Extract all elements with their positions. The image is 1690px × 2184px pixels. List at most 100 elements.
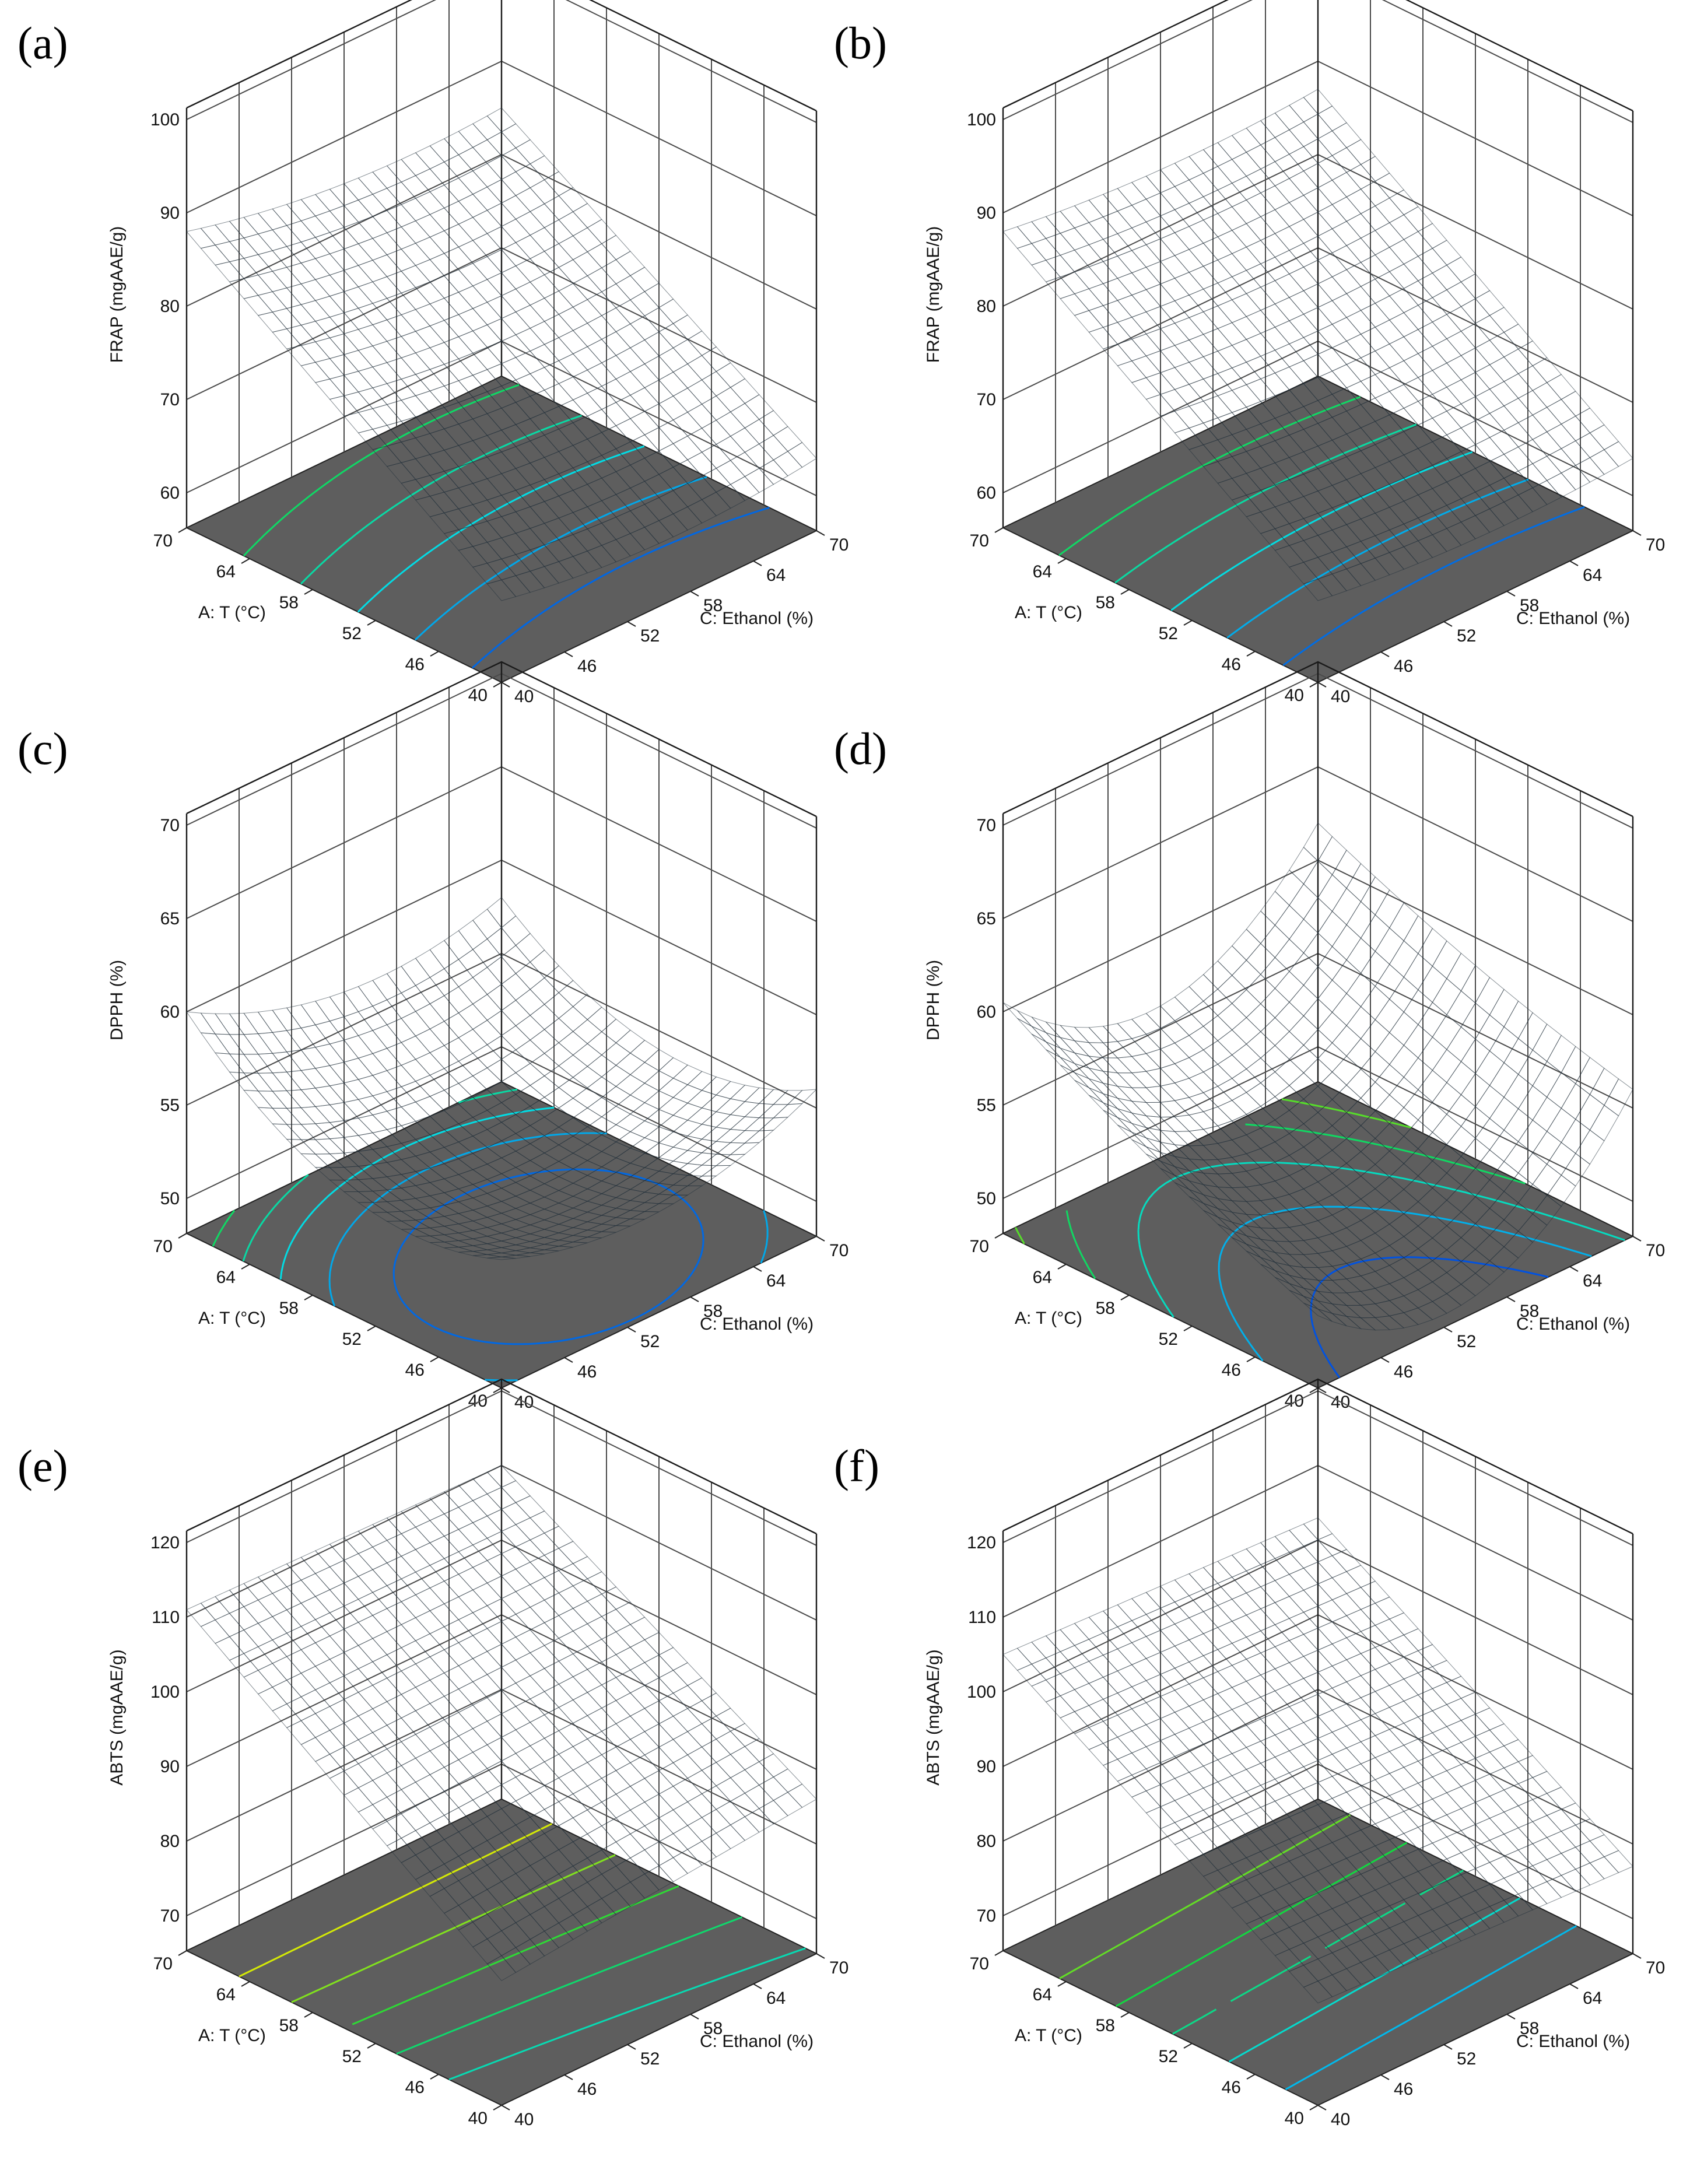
x-tick-label: 70 xyxy=(153,531,173,551)
surface-cell xyxy=(200,1012,230,1035)
surface-cell xyxy=(300,194,331,216)
surface-cell xyxy=(1331,888,1362,926)
floor-contour-line xyxy=(300,415,582,585)
z-tick-label: 110 xyxy=(968,1608,996,1627)
surface-cell xyxy=(544,171,574,197)
y-tick-mark xyxy=(690,591,699,597)
surface-cell xyxy=(1246,1082,1276,1107)
surface-cell xyxy=(1303,1302,1333,1322)
surface-cell xyxy=(1517,1119,1548,1154)
surface-cell xyxy=(1074,1026,1104,1043)
surface-cell xyxy=(257,311,287,333)
x-tick-mark xyxy=(1309,2105,1319,2111)
z-tick-label: 70 xyxy=(160,390,180,409)
x-tick-mark xyxy=(1246,651,1256,657)
surface-cell xyxy=(658,299,688,324)
surface-cell xyxy=(544,1042,574,1067)
y-tick-label: 64 xyxy=(766,566,786,585)
y-tick-label: 70 xyxy=(1646,1241,1665,1260)
surface-cell xyxy=(458,949,488,978)
surface-cell xyxy=(501,1752,531,1778)
z-tick-label: 50 xyxy=(977,1189,996,1208)
surface-cell xyxy=(572,1556,602,1579)
y-tick-mark xyxy=(564,1357,573,1363)
surface-cell xyxy=(1517,365,1548,391)
x-tick-label: 46 xyxy=(1222,655,1241,674)
z-axis-title: DPPH (%) xyxy=(924,960,943,1040)
surface-cell xyxy=(243,1670,274,1695)
surface-cell xyxy=(472,909,502,939)
contour-floor xyxy=(185,1081,818,1389)
surface-cell xyxy=(1331,122,1362,148)
y-axis-title: C: Ethanol (%) xyxy=(1516,609,1630,628)
surface-cell xyxy=(630,291,660,317)
floor-contour-line xyxy=(1170,451,1473,611)
surface-cell xyxy=(1117,250,1147,274)
surface-cell xyxy=(1389,1077,1419,1108)
surface-cell xyxy=(1217,1029,1247,1056)
surface-cell xyxy=(672,1849,703,1874)
x-tick-label: 40 xyxy=(1285,2109,1304,2128)
surface-cell xyxy=(257,271,287,292)
y-tick-mark xyxy=(1569,1266,1579,1272)
surface-cell xyxy=(1117,1086,1147,1103)
surface-cell xyxy=(1331,1025,1362,1057)
surface-cell xyxy=(1475,364,1505,390)
surface-cell xyxy=(1561,440,1591,466)
panel-label: (b) xyxy=(834,17,887,68)
surface-cell xyxy=(1074,199,1104,223)
floor-contour-line xyxy=(1059,1814,1351,1979)
z-tick-label: 70 xyxy=(160,816,180,835)
surface-cell xyxy=(501,123,531,149)
surface-cell xyxy=(587,315,617,340)
surface-cell xyxy=(1274,129,1305,155)
y-tick-mark xyxy=(564,651,573,657)
surface-cell xyxy=(630,339,660,364)
y-tick-mark xyxy=(816,530,825,536)
surface-cell xyxy=(1274,104,1305,131)
surface-cell xyxy=(1174,1114,1204,1132)
floor-contour-line xyxy=(1226,478,1529,639)
surface-cell xyxy=(243,295,274,316)
x-tick-label: 40 xyxy=(1285,686,1304,705)
surface-cell xyxy=(587,291,617,316)
surface-cell xyxy=(716,411,746,437)
surface-cell xyxy=(1045,211,1075,234)
surface-cell xyxy=(1074,1040,1105,1058)
surface-cell xyxy=(658,1147,689,1162)
x-axis-title: A: T (°C) xyxy=(198,603,266,622)
surface-cell xyxy=(386,271,416,294)
surface-cell xyxy=(1403,953,1433,991)
x-tick-label: 46 xyxy=(1222,1361,1241,1380)
surface-cell xyxy=(458,1775,488,1801)
surface-cell xyxy=(515,962,545,990)
y-tick-label: 52 xyxy=(1457,1332,1476,1351)
surface-cell xyxy=(386,248,416,272)
surface-cell xyxy=(1074,244,1104,268)
surface-cell xyxy=(300,341,331,363)
surface-cell xyxy=(1131,1100,1162,1118)
surface-cell xyxy=(1274,905,1305,940)
y-tick-mark xyxy=(1443,621,1453,627)
x-tick-label: 64 xyxy=(216,1268,236,1287)
surface-cell xyxy=(572,227,602,253)
surface-cell xyxy=(1160,345,1190,368)
surface-cell xyxy=(357,1804,388,1829)
surface-cell xyxy=(300,1068,331,1089)
surface-cell xyxy=(558,1006,588,1032)
y-tick-label: 58 xyxy=(703,596,723,615)
surface-cell xyxy=(1231,1043,1261,1070)
surface-cell xyxy=(544,195,574,220)
surface-cell xyxy=(558,1054,588,1078)
surface-cell xyxy=(1375,197,1405,223)
x-tick-mark xyxy=(430,651,439,657)
surface-cell xyxy=(1331,959,1362,994)
surface-cell xyxy=(544,992,574,1019)
surface-cell xyxy=(1088,194,1119,218)
y-tick-mark xyxy=(1380,651,1390,657)
surface-cell xyxy=(1360,181,1390,206)
y-tick-label: 70 xyxy=(829,1958,848,1978)
surface-cell xyxy=(1403,206,1433,232)
surface-cell xyxy=(701,1077,731,1096)
surface-cell xyxy=(243,1089,274,1109)
